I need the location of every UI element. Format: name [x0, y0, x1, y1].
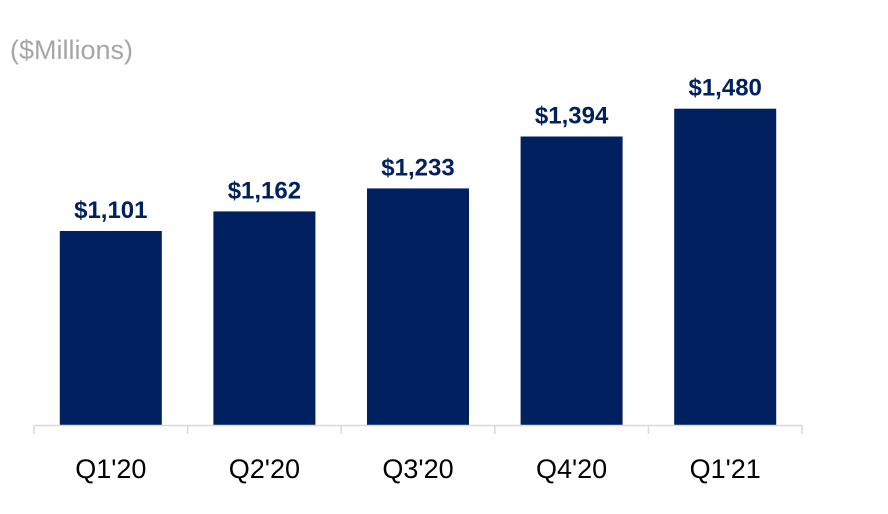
bar-3 — [367, 188, 469, 425]
x-tick-label-5: Q1'21 — [690, 454, 761, 484]
x-tick-label-3: Q3'20 — [382, 454, 453, 484]
x-tick-label-1: Q1'20 — [75, 454, 146, 484]
value-label-1: $1,101 — [74, 197, 147, 224]
value-label-4: $1,394 — [535, 103, 609, 130]
x-tick-label-4: Q4'20 — [536, 454, 607, 484]
units-label: ($Millions) — [10, 35, 134, 65]
bar-4 — [520, 136, 623, 425]
value-label-2: $1,162 — [228, 177, 301, 204]
value-label-5: $1,480 — [688, 75, 761, 102]
bar-1 — [59, 231, 162, 425]
x-tick-label-2: Q2'20 — [229, 454, 300, 484]
bar-2 — [213, 211, 316, 425]
bar-5 — [674, 108, 777, 425]
value-label-3: $1,233 — [381, 154, 454, 181]
